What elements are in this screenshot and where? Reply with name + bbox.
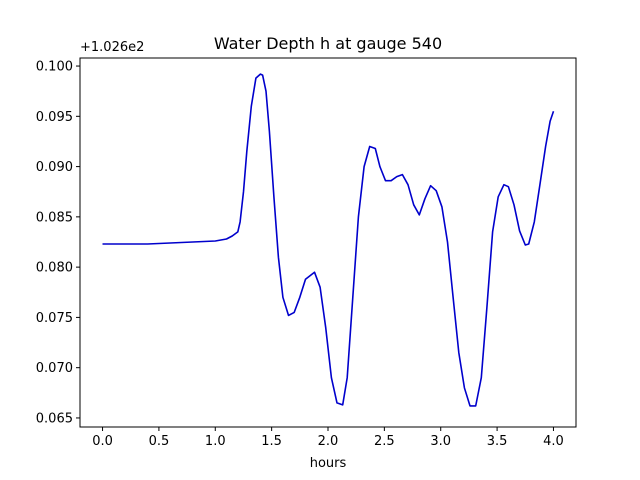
chart-title: Water Depth h at gauge 540 <box>214 34 442 53</box>
x-tick-label: 2.5 <box>374 434 395 449</box>
x-tick-label: 0.5 <box>149 434 170 449</box>
y-tick-label: 0.090 <box>36 160 73 175</box>
x-tick-label: 1.0 <box>205 434 226 449</box>
y-offset-label: +1.026e2 <box>80 40 144 55</box>
y-tick-label: 0.070 <box>36 361 73 376</box>
series-line-0 <box>102 73 555 407</box>
x-tick-label: 2.0 <box>318 434 339 449</box>
x-tick-label: 3.5 <box>487 434 508 449</box>
y-tick-label: 0.080 <box>36 261 73 276</box>
y-tick-label: 0.085 <box>36 210 73 225</box>
x-tick-label: 1.5 <box>261 434 282 449</box>
x-tick-label: 4.0 <box>543 434 564 449</box>
y-tick-label: 0.075 <box>36 311 73 326</box>
plot-area: 0.0 0.5 1.0 1.5 2.0 2.5 3.0 3.5 4.0 0.065 0.070 0.0… <box>36 57 577 449</box>
y-tick-label: 0.100 <box>36 60 73 75</box>
plot-frame <box>79 57 577 428</box>
x-tick-label: 3.0 <box>430 434 451 449</box>
x-axis-label: hours <box>310 456 347 471</box>
y-tick-label: 0.095 <box>36 110 73 125</box>
x-tick-label: 0.0 <box>92 434 113 449</box>
y-tick-label: 0.065 <box>36 411 73 426</box>
